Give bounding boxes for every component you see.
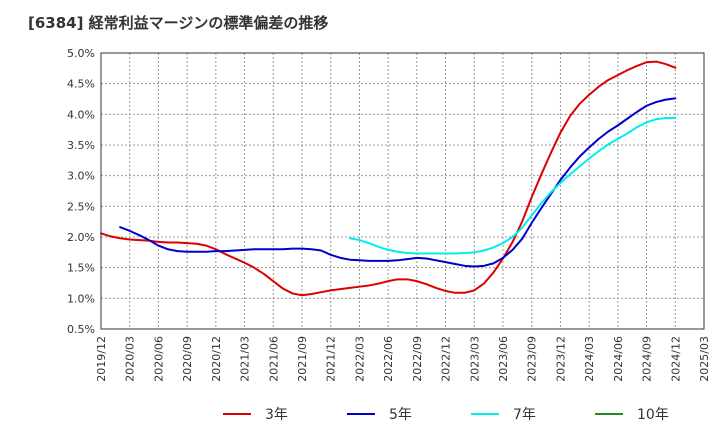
x-tick-label: 2024/09	[641, 336, 654, 382]
series-line	[119, 97, 677, 268]
x-tick-label: 2023/09	[526, 336, 539, 382]
axis-layer: 2019/12 2020/03 2020/06 2020/09 2020/12 2021/…	[67, 47, 711, 382]
x-tick-label: 2021/03	[239, 336, 252, 382]
x-tick-label: 2021/09	[296, 336, 309, 382]
y-tick-label: 3.5%	[67, 139, 95, 152]
y-tick-label: 1.0%	[67, 292, 95, 305]
x-tick-label: 2020/12	[210, 336, 223, 382]
y-tick-label: 1.5%	[67, 262, 95, 275]
legend-label: 5年	[389, 407, 412, 423]
y-tick-label: 5.0%	[67, 47, 95, 60]
x-tick-label: 2024/06	[612, 336, 625, 382]
x-tick-label: 2023/06	[497, 336, 510, 382]
x-tick-label: 2019/12	[95, 336, 108, 382]
x-tick-label: 2022/12	[440, 336, 453, 382]
x-tick-label: 2020/06	[152, 336, 165, 382]
x-tick-label: 2023/12	[554, 336, 567, 382]
chart-title: [6384] 経常利益マージンの標準偏差の推移	[28, 14, 329, 32]
x-tick-label: 2022/06	[382, 336, 395, 382]
x-tick-label: 2024/03	[583, 336, 596, 382]
y-tick-label: 4.5%	[67, 78, 95, 91]
y-tick-label: 2.0%	[67, 231, 95, 244]
y-tick-label: 2.5%	[67, 200, 95, 213]
x-tick-label: 2020/09	[181, 336, 194, 382]
x-tick-label: 2020/03	[124, 336, 137, 382]
x-tick-label: 2023/03	[468, 336, 481, 382]
x-tick-label: 2021/06	[267, 336, 280, 382]
series-line	[348, 117, 677, 255]
x-tick-label: 2021/12	[325, 336, 338, 382]
y-tick-label: 0.5%	[67, 323, 95, 336]
legend-label: 3年	[265, 407, 288, 423]
series-line	[100, 60, 677, 297]
legend-label: 10年	[637, 407, 669, 423]
x-tick-label: 2022/03	[353, 336, 366, 382]
x-tick-label: 2025/03	[698, 336, 711, 382]
series-layer	[100, 60, 677, 297]
y-tick-label: 3.0%	[67, 170, 95, 183]
legend: 3年 5年 7年 10年	[223, 407, 669, 423]
x-tick-label: 2024/12	[669, 336, 682, 382]
plot-background	[101, 53, 704, 329]
legend-label: 7年	[513, 407, 536, 423]
y-tick-label: 4.0%	[67, 108, 95, 121]
grid-layer	[101, 53, 704, 329]
plot-frame	[100, 52, 705, 330]
x-tick-label: 2022/09	[411, 336, 424, 382]
